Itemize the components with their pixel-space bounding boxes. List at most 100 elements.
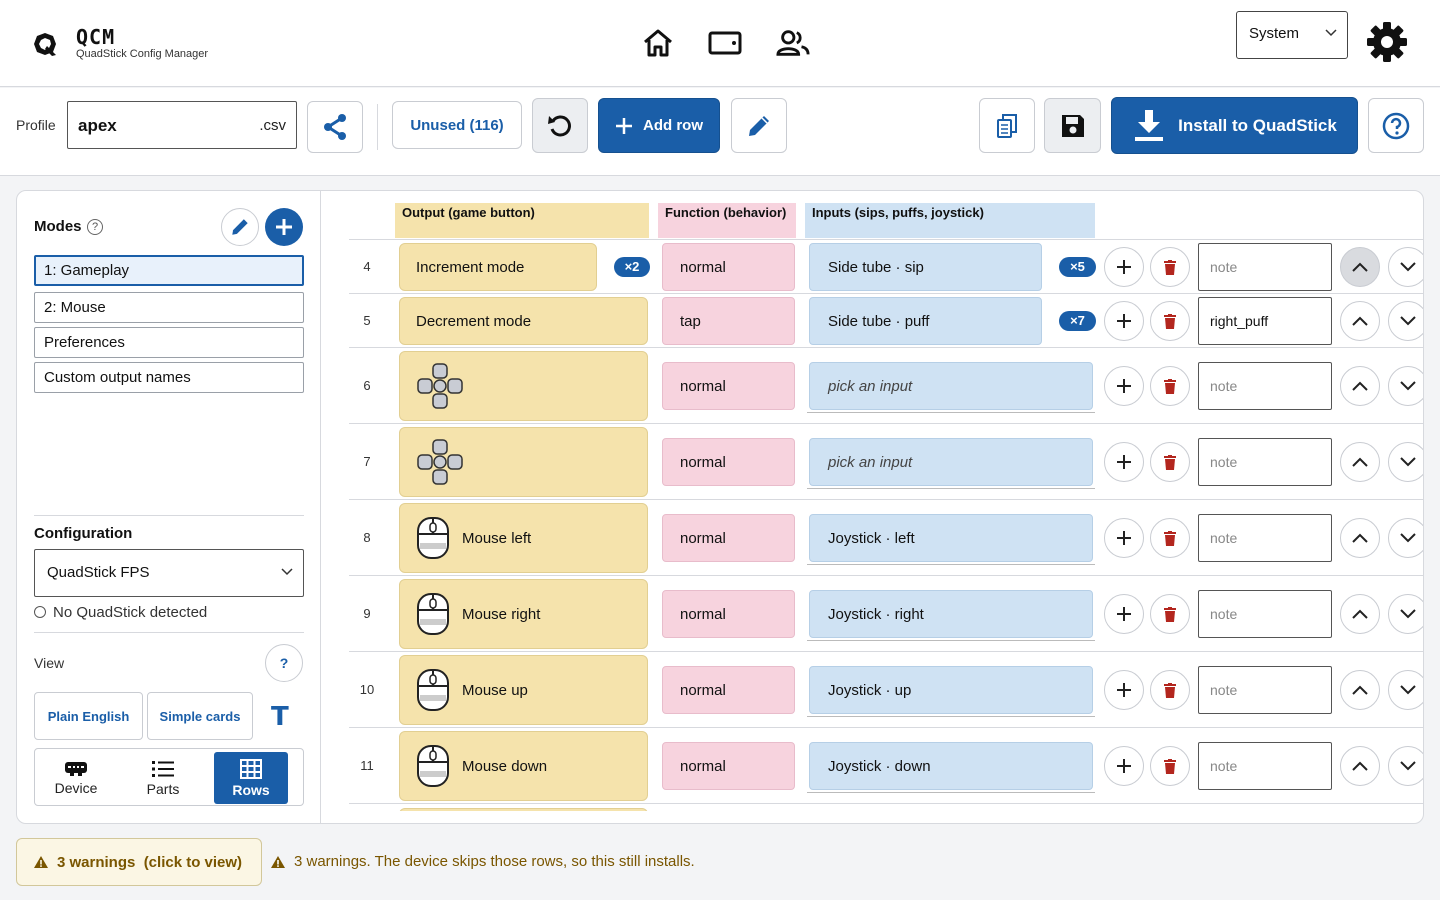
add-input-button[interactable] [1104,518,1144,558]
output-cell[interactable] [399,808,648,811]
move-up-button[interactable] [1340,518,1380,558]
text-size-toggle[interactable]: T [271,702,289,732]
delete-row-button[interactable] [1150,247,1190,287]
share-button[interactable] [307,101,363,153]
function-cell[interactable]: normal [662,438,795,486]
delete-row-button[interactable] [1150,670,1190,710]
view-help-button[interactable]: ? [265,644,303,682]
move-up-button[interactable] [1340,746,1380,786]
mode-item-mouse[interactable]: 2: Mouse [34,292,304,323]
add-input-button[interactable] [1104,670,1144,710]
segment-device[interactable]: Device [39,752,113,804]
gear-icon[interactable] [1366,21,1408,63]
mode-item-custom-output-names[interactable]: Custom output names [34,362,304,393]
delete-row-button[interactable] [1150,301,1190,341]
function-cell[interactable]: tap [662,297,795,345]
move-up-button[interactable] [1340,247,1380,287]
help-button[interactable] [1368,98,1424,153]
move-up-button[interactable] [1340,366,1380,406]
move-down-button[interactable] [1388,247,1423,287]
move-down-button[interactable] [1388,366,1423,406]
simple-cards-button[interactable]: Simple cards [147,692,253,740]
output-count-badge[interactable]: ×2 [614,257,650,277]
warnings-button[interactable]: 3 warnings (click to view) [16,838,262,886]
input-cell[interactable]: Side tube · puff [809,297,1042,345]
function-cell[interactable]: normal [662,666,795,714]
delete-row-button[interactable] [1150,442,1190,482]
home-icon[interactable] [641,26,675,60]
move-down-button[interactable] [1388,594,1423,634]
note-input[interactable]: note [1198,742,1332,790]
delete-row-button[interactable] [1150,746,1190,786]
function-cell[interactable]: normal [662,514,795,562]
move-up-button[interactable] [1340,301,1380,341]
move-down-button[interactable] [1388,442,1423,482]
view-segmented-control: Device Parts Rows [34,748,304,806]
copy-button[interactable] [979,98,1035,153]
move-up-button[interactable] [1340,670,1380,710]
move-down-button[interactable] [1388,670,1423,710]
note-input[interactable]: note [1198,362,1332,410]
note-input[interactable]: note [1198,666,1332,714]
input-cell[interactable]: Joystick · down [809,742,1093,790]
unused-button[interactable]: Unused (116) [392,101,522,149]
move-down-button[interactable] [1388,746,1423,786]
add-input-button[interactable] [1104,594,1144,634]
mode-item-gameplay[interactable]: 1: Gameplay [34,255,304,286]
mode-item-preferences[interactable]: Preferences [34,327,304,358]
note-input[interactable]: note [1198,243,1332,291]
undo-button[interactable] [532,98,588,153]
input-count-badge[interactable]: ×5 [1059,257,1096,277]
output-cell[interactable]: Decrement mode [399,297,648,345]
move-down-button[interactable] [1388,301,1423,341]
output-cell[interactable]: Mouse up [399,655,648,725]
input-cell[interactable]: Joystick · left [809,514,1093,562]
input-cell[interactable]: pick an input [809,438,1093,486]
theme-select[interactable]: System [1236,11,1348,59]
output-cell[interactable] [399,427,648,497]
note-input[interactable]: note [1198,514,1332,562]
input-cell[interactable]: pick an input [809,362,1093,410]
note-input[interactable]: right_puff [1198,297,1332,345]
tablet-icon[interactable] [708,26,742,60]
function-cell[interactable]: normal [662,742,795,790]
move-up-button[interactable] [1340,594,1380,634]
install-button[interactable]: Install to QuadStick [1111,97,1358,154]
edit-button[interactable] [731,98,787,153]
function-cell[interactable]: normal [662,243,795,291]
add-input-button[interactable] [1104,746,1144,786]
add-input-button[interactable] [1104,301,1144,341]
modes-help-icon[interactable]: ? [87,219,103,235]
delete-row-button[interactable] [1150,594,1190,634]
output-cell[interactable]: Mouse left [399,503,648,573]
save-button[interactable] [1044,98,1101,153]
segment-parts[interactable]: Parts [126,752,200,804]
plain-english-button[interactable]: Plain English [34,692,143,740]
input-count-badge[interactable]: ×7 [1059,311,1096,331]
output-cell[interactable] [399,351,648,421]
note-input[interactable]: note [1198,590,1332,638]
profile-name-input[interactable]: apex .csv [67,101,297,149]
users-icon[interactable] [776,26,810,60]
input-cell[interactable]: Joystick · right [809,590,1093,638]
move-down-button[interactable] [1388,518,1423,558]
input-cell[interactable]: Side tube · sip [809,243,1042,291]
output-cell[interactable]: Mouse down [399,731,648,801]
add-input-button[interactable] [1104,366,1144,406]
output-cell[interactable]: Mouse right [399,579,648,649]
output-cell[interactable]: Increment mode [399,243,597,291]
add-input-button[interactable] [1104,442,1144,482]
delete-row-button[interactable] [1150,518,1190,558]
function-cell[interactable]: normal [662,362,795,410]
add-mode-button[interactable] [265,208,303,246]
function-cell[interactable]: normal [662,590,795,638]
delete-row-button[interactable] [1150,366,1190,406]
add-row-button[interactable]: Add row [598,98,720,153]
move-up-button[interactable] [1340,442,1380,482]
add-input-button[interactable] [1104,247,1144,287]
configuration-select[interactable]: QuadStick FPS [34,549,304,597]
segment-rows[interactable]: Rows [214,752,288,804]
note-input[interactable]: note [1198,438,1332,486]
edit-modes-button[interactable] [221,208,259,246]
input-cell[interactable]: Joystick · up [809,666,1093,714]
